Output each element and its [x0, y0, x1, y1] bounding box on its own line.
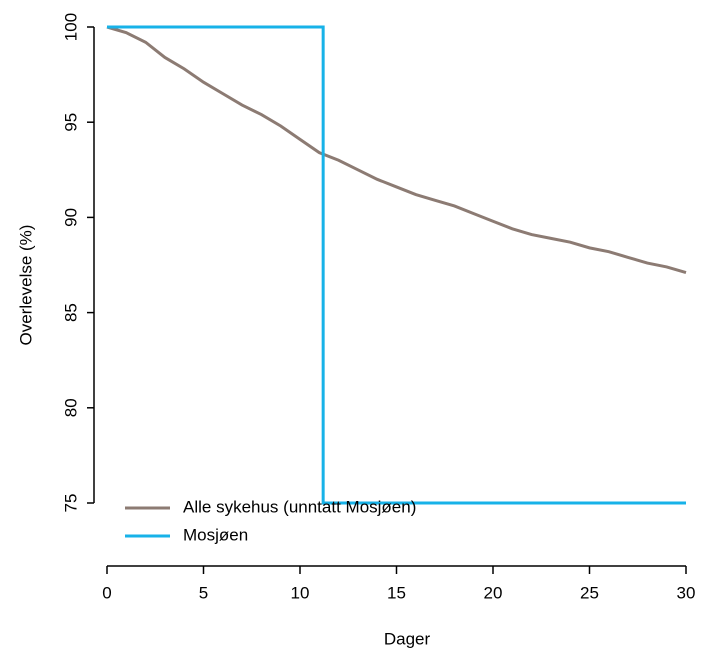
y-tick-label: 100	[61, 13, 80, 41]
y-tick-label: 75	[61, 494, 80, 513]
x-tick-label: 5	[199, 583, 208, 602]
x-tick-label: 10	[291, 583, 310, 602]
y-tick-label: 85	[61, 303, 80, 322]
x-tick-label: 30	[677, 583, 696, 602]
x-tick-label: 25	[580, 583, 599, 602]
x-axis-label: Dager	[384, 629, 431, 648]
y-tick-label: 95	[61, 113, 80, 132]
legend-label: Mosjøen	[183, 525, 248, 544]
y-tick-label: 90	[61, 208, 80, 227]
series-line	[107, 25, 686, 505]
x-tick-label: 0	[102, 583, 111, 602]
y-tick-label: 80	[61, 398, 80, 417]
x-tick-label: 15	[387, 583, 406, 602]
x-tick-label: 20	[484, 583, 503, 602]
legend-label: Alle sykehus (unntatt Mosjøen)	[183, 497, 416, 516]
y-axis-label: Overlevelse (%)	[16, 225, 35, 346]
series-line	[106, 25, 687, 275]
